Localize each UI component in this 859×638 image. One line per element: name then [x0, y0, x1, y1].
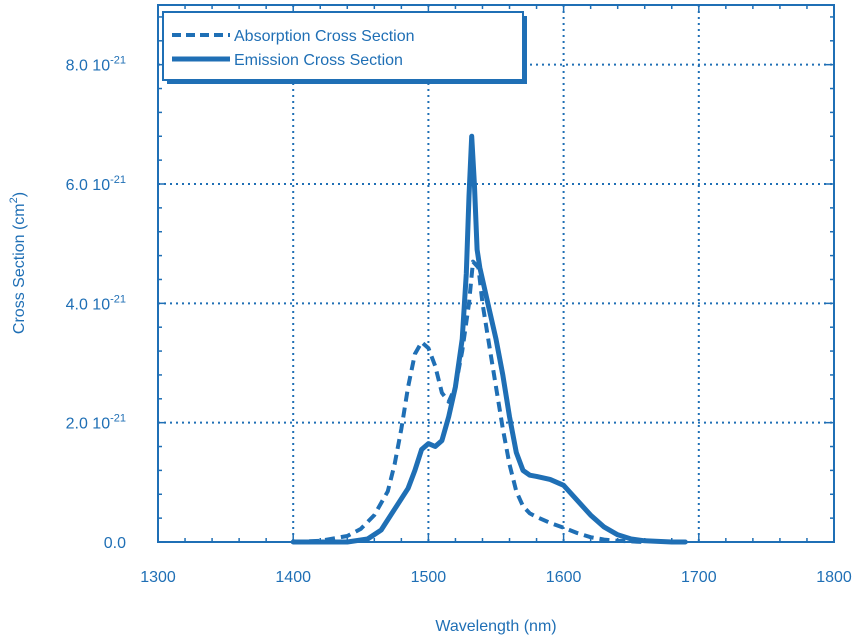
series-line-absorption — [293, 259, 645, 544]
y-tick-labels: 0.0 2.0 10-21 4.0 10-21 6.0 10-21 8.0 10-21 — [66, 55, 126, 552]
x-axis-label: Wavelength (nm) — [435, 618, 556, 635]
x-tick-label: 1800 — [816, 569, 852, 586]
legend-label-absorption: Absorption Cross Section — [234, 28, 415, 45]
y-tick-label: 4.0 10-21 — [66, 293, 126, 313]
plot-frame — [157, 4, 835, 543]
y-tick-label: 6.0 10-21 — [66, 174, 126, 194]
legend-box — [162, 11, 524, 81]
legend-label-emission: Emission Cross Section — [234, 52, 403, 69]
x-tick-label: 1300 — [140, 569, 176, 586]
axis-ticks — [157, 5, 835, 543]
x-tick-label: 1400 — [275, 569, 311, 586]
y-tick-label: 2.0 10-21 — [66, 413, 126, 433]
x-tick-labels: 1300 1400 1500 1600 1700 1800 — [140, 569, 852, 586]
grid-lines — [158, 5, 834, 542]
legend: Absorption Cross Section Emission Cross … — [162, 11, 527, 84]
series-layer — [290, 133, 688, 545]
y-tick-label: 8.0 10-21 — [66, 55, 126, 75]
y-tick-label: 0.0 — [104, 535, 126, 552]
x-tick-label: 1700 — [681, 569, 717, 586]
series-line-emission — [290, 133, 688, 545]
y-axis-label-sup: 2 — [8, 197, 20, 203]
x-tick-label: 1500 — [411, 569, 447, 586]
y-axis-label: Cross Section (cm2) — [8, 192, 28, 334]
y-axis-label-main: Cross Section (cm — [11, 203, 28, 334]
y-axis-label-close: ) — [11, 192, 28, 197]
x-tick-label: 1600 — [546, 569, 582, 586]
